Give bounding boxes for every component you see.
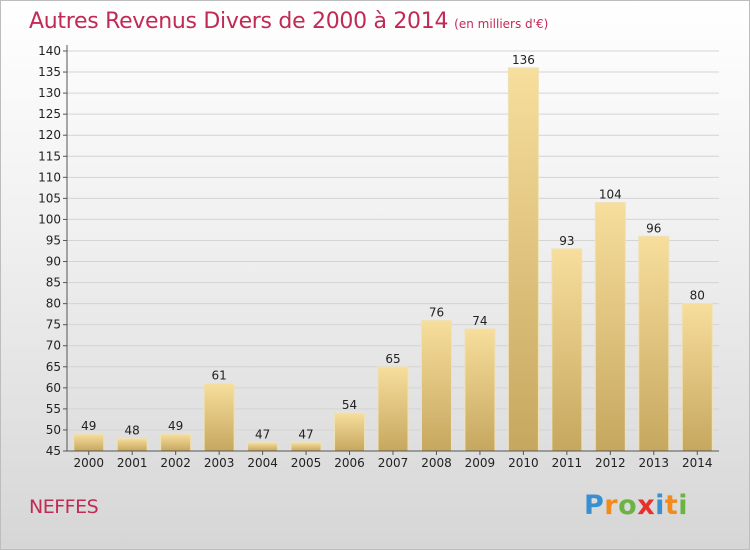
x-tick-label: 2006 [334,456,365,470]
bar [507,67,539,452]
bar-value-label: 136 [512,53,535,67]
bar [247,442,279,452]
y-tick-label: 45 [46,444,61,458]
bar [116,437,148,452]
x-tick-label: 2000 [73,456,104,470]
logo-letter: r [604,490,619,521]
bar-value-label: 47 [298,428,313,442]
chart-title-text: Autres Revenus Divers de 2000 à 2014 [29,9,449,34]
y-tick-label: 50 [46,423,61,437]
bar [464,328,496,452]
y-tick-label: 110 [38,170,61,184]
bar [203,383,235,452]
bar-value-label: 76 [429,305,444,319]
x-tick-label: 2001 [117,456,148,470]
x-tick-label: 2010 [508,456,539,470]
y-tick-label: 70 [46,339,61,353]
x-tick-label: 2003 [204,456,235,470]
y-tick-label: 125 [38,107,61,121]
x-tick-label: 2004 [247,456,278,470]
bar [73,433,105,452]
chart-title: Autres Revenus Divers de 2000 à 2014 (en … [29,9,548,34]
bar-value-label: 49 [168,419,183,433]
x-tick-label: 2005 [291,456,322,470]
y-tick-label: 130 [38,86,61,100]
bar [681,303,713,452]
x-tick-label: 2002 [160,456,191,470]
bar-value-label: 104 [599,188,622,202]
y-tick-label: 95 [46,233,61,247]
bar [638,235,670,452]
y-tick-label: 85 [46,276,61,290]
y-tick-label: 100 [38,212,61,226]
bar-value-label: 61 [211,369,226,383]
logo-letter: i [678,490,689,521]
bar [334,412,366,452]
logo-letter: t [664,490,679,521]
x-tick-label: 2012 [595,456,626,470]
x-tick-label: 2007 [378,456,409,470]
y-tick-label: 140 [38,44,61,58]
bar-value-label: 54 [342,398,357,412]
y-tick-label: 105 [38,191,61,205]
y-tick-label: 75 [46,318,61,332]
logo-letter: x [637,490,656,521]
y-tick-label: 80 [46,297,61,311]
y-tick-label: 115 [38,149,61,163]
x-tick-label: 2009 [465,456,496,470]
bar [551,248,583,452]
y-tick-label: 60 [46,381,61,395]
bar-value-label: 93 [559,234,574,248]
logo-letter: o [618,490,638,521]
y-tick-label: 65 [46,360,61,374]
bar-value-label: 48 [125,423,140,437]
bar-value-label: 47 [255,428,270,442]
y-tick-label: 135 [38,65,61,79]
y-tick-label: 90 [46,255,61,269]
bar [594,202,626,452]
bars-layer: 49 48 49 61 47 47 54 65 76 74 136 93 104 96 80 [73,53,713,452]
logo-letter: P [584,490,605,521]
x-tick-label: 2011 [552,456,583,470]
logo-letter: i [655,490,665,521]
y-tick-label: 55 [46,402,61,416]
x-tick-label: 2008 [421,456,452,470]
x-tick-label: 2013 [639,456,670,470]
bar [420,319,452,452]
bar [377,366,409,452]
bar-value-label: 96 [646,221,661,235]
bar [160,433,192,452]
location-label: NEFFES [29,496,99,518]
bar-value-label: 49 [81,419,96,433]
bar-value-label: 80 [690,289,705,303]
bar-value-label: 74 [472,314,487,328]
axis-layer: 45 50 55 60 65 70 75 80 85 90 95 100 105 110 115 120 125… [38,44,719,470]
y-tick-label: 120 [38,128,61,142]
chart-unit-note: (en milliers d'€) [454,17,549,31]
proxiti-logo[interactable]: Proxiti [584,490,688,521]
bar [290,442,322,452]
x-tick-label: 2014 [682,456,713,470]
bar-value-label: 65 [385,352,400,366]
